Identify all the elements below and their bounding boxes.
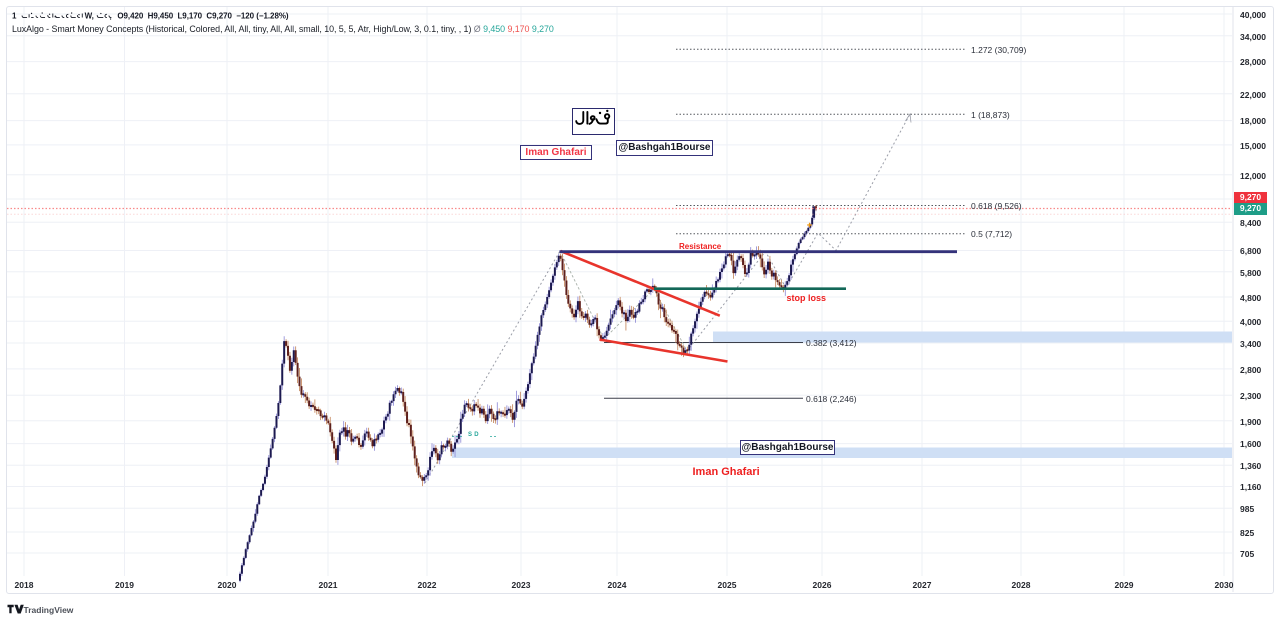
svg-text:TradingView: TradingView (24, 605, 74, 615)
